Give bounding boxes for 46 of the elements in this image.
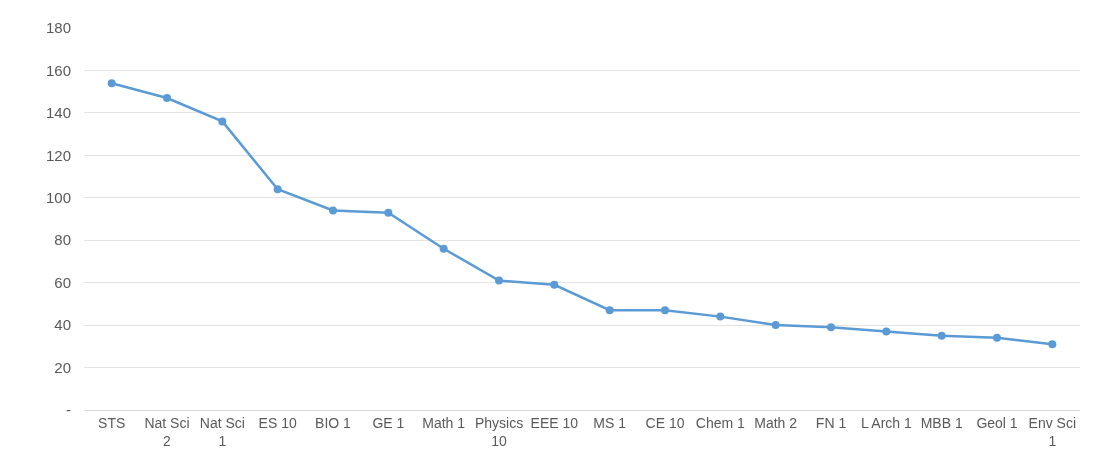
y-tick-label: 80: [54, 231, 71, 249]
y-tick-label: 100: [45, 189, 71, 207]
x-tick-label: Math 2: [754, 414, 798, 431]
x-tick-label: GE 1: [372, 414, 405, 431]
point: [439, 244, 448, 253]
point: [771, 321, 780, 330]
point: [163, 94, 171, 103]
y-tick-label: 140: [45, 104, 71, 122]
point: [495, 276, 503, 285]
y-tick-label: 60: [54, 273, 71, 291]
point: [937, 331, 946, 340]
point: [329, 206, 337, 215]
x-tick-label: L Arch 1: [860, 414, 912, 431]
point: [550, 280, 559, 289]
x-tick-label: Env Sci 1: [1028, 414, 1077, 449]
point: [993, 333, 1001, 342]
y-tick-label: 40: [54, 316, 71, 334]
point: [661, 306, 669, 315]
point: [827, 323, 835, 332]
x-tick-label: Math 1: [422, 414, 466, 431]
x-tick-label: MBB 1: [920, 414, 963, 431]
x-tick-label: Geol 1: [976, 414, 1018, 431]
y-tick-label: -: [66, 401, 71, 419]
y-tick-label: 20: [54, 358, 71, 376]
point: [273, 185, 282, 194]
x-tick-label: EEE 10: [530, 414, 579, 431]
x-tick-label: STS: [98, 414, 126, 431]
x-tick-label: ES 10: [258, 414, 297, 431]
y-tick-label: 120: [45, 146, 71, 164]
x-tick-label: Chem 1: [695, 414, 746, 431]
x-tick-label: Nat Sci 1: [199, 414, 245, 449]
x-tick-label: Physics 10: [474, 414, 524, 449]
x-tick-label: MS 1: [593, 414, 627, 431]
point: [107, 79, 116, 88]
x-tick-label: Nat Sci 2: [144, 414, 190, 449]
point: [605, 306, 614, 315]
point: [1048, 340, 1057, 349]
x-tick-label: CE 10: [645, 414, 685, 431]
point: [716, 312, 725, 321]
point: [384, 208, 393, 217]
y-tick-label: 160: [45, 61, 71, 79]
y-tick-label: 180: [45, 19, 71, 37]
x-tick-label: FN 1: [815, 414, 847, 431]
x-tick-label: BIO 1: [315, 414, 352, 431]
point: [218, 117, 227, 126]
point: [882, 327, 891, 336]
